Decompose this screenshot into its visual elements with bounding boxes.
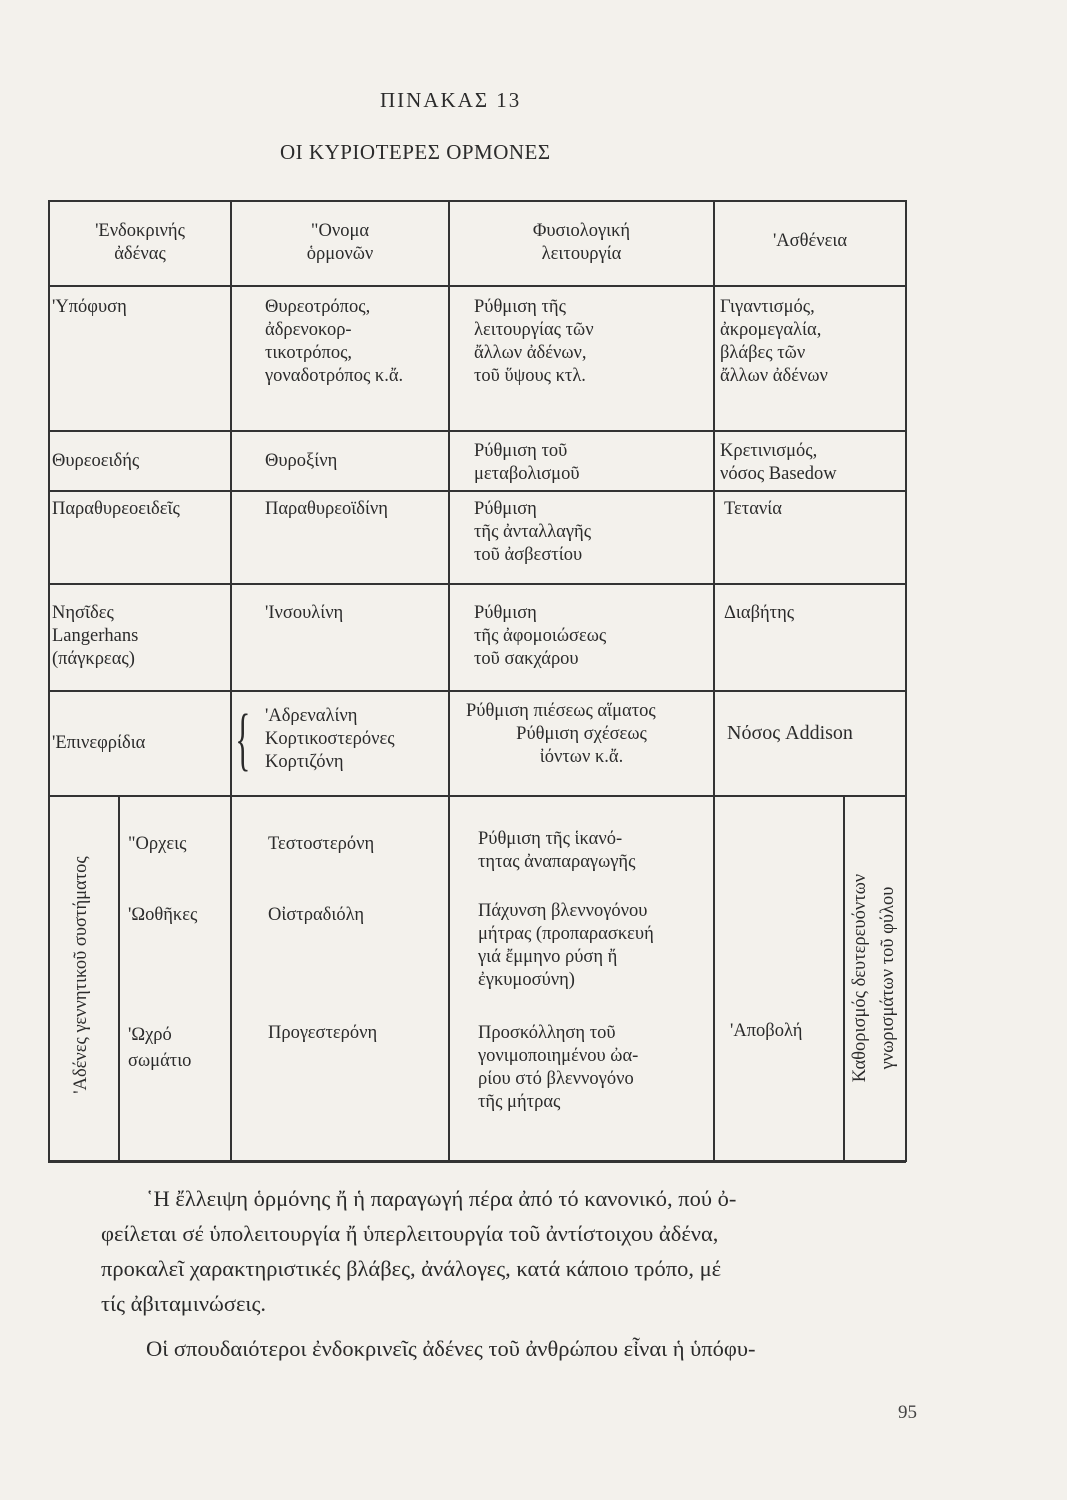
cell-gland: Παραθυρεοειδεῖς (52, 499, 180, 519)
cell-function: Ρύθμιση τῆς ἀφομοιώσεως τοῦ σακχάρου (474, 603, 607, 669)
paragraph-line: τίς ἀβιταμινώσεις. (101, 1291, 267, 1316)
cell-hormone: Παραθυρεοϊδίνη (265, 499, 388, 519)
cell-disease: 'Αποβολή (730, 1021, 803, 1041)
cell-function: Ρύθμιση τῆς ἱκανό- τητας ἀναπαραγωγῆς (478, 829, 636, 872)
cell-disease: Νόσος Addison (727, 722, 853, 744)
cell-gland: 'Υπόφυση (52, 297, 127, 317)
header-gland: 'Ενδοκρινής ἀδένας (95, 221, 185, 264)
cell-function: Ρύθμιση τοῦ μεταβολισμοῦ (474, 441, 580, 484)
paragraph-line: προκαλεῖ χαρακτηριστικές βλάβες, ἀνάλογε… (101, 1256, 722, 1281)
cell-function: Ρύθμιση τῆς λειτουργίας τῶν ἄλλων ἀδένων… (474, 297, 594, 386)
reproductive-group-label: 'Αδένες γεννητικοῦ συστήματος (71, 856, 91, 1094)
cell-hormone: 'Αδρεναλίνη Κορτικοστερόνες Κορτιζόνη (265, 706, 395, 772)
cell-hormone: Θυρεοτρόπος, ἀδρενοκορ- τικοτρόπος, γονα… (265, 297, 404, 386)
cell-disease: Διαβήτης (724, 603, 795, 623)
header-disease: 'Ασθένεια (772, 231, 848, 251)
cell-gland: 'Επινεφρίδια (52, 733, 146, 753)
paragraph-line: Οἱ σπουδαιότεροι ἐνδοκρινεῖς ἀδένες τοῦ … (146, 1336, 756, 1361)
cell-function: Ρύθμιση πιέσεως αἵματος (466, 701, 656, 721)
cell-gland: "Ορχεις (128, 834, 187, 854)
cell-gland: Θυρεοειδής (52, 451, 140, 471)
cell-disease: Γιγαντισμός, ἀκρομεγαλία, βλάβες τῶν ἄλλ… (720, 297, 828, 386)
cell-function: Ρύθμιση τῆς ἀνταλλαγῆς τοῦ ἀσβεστίου (474, 499, 592, 565)
page-number: 95 (898, 1402, 917, 1423)
paragraph-line: φείλεται σέ ὑπολειτουργία ἤ ὑπερλειτουργ… (101, 1221, 719, 1246)
cell-function: Πάχυνση βλεννογόνου μήτρας (προπαρασκευή… (478, 901, 654, 990)
cell-hormone: Θυροξίνη (265, 451, 338, 471)
brace: { (235, 701, 251, 778)
cell-hormone: Προγεστερόνη (268, 1023, 378, 1043)
cell-disease: Κρετινισμός, νόσος Basedow (720, 441, 837, 484)
cell-gland: 'Ωχρό σωμάτιο (128, 1025, 192, 1071)
cell-disease: Τετανία (724, 499, 782, 519)
cell-hormone: 'Ινσουλίνη (265, 603, 344, 623)
header-function: Φυσιολογική λειτουργία (532, 221, 631, 264)
cell-gland: Νησῖδες Langerhans (πάγκρεας) (52, 603, 139, 669)
cell-hormone: Τεστοστερόνη (268, 834, 375, 854)
cell-gland: 'Ωοθῆκες (128, 905, 198, 925)
table-title: ΟΙ ΚΥΡΙΟΤΕΡΕΣ ΟΡΜΟΝΕΣ (280, 140, 551, 164)
cell-function: Προσκόλληση τοῦ γονιμοποιημένου ὠα- ρίου… (478, 1023, 639, 1112)
header-hormone: "Ονομα ὁρμονῶν (306, 221, 374, 264)
paragraph-line: ῾Η ἔλλειψη ὁρμόνης ἤ ἡ παραγωγή πέρα ἀπό… (146, 1186, 737, 1211)
cell-function: Ρύθμιση σχέσεως ἰόντων κ.ἄ. (516, 724, 647, 767)
cell-hormone: Οἰστραδιόλη (268, 905, 365, 925)
table-label: ΠΙΝΑΚΑΣ 13 (380, 88, 522, 112)
secondary-sex-characteristics-label: Καθορισμός δευτερευόντων γνωρισμάτων τοῦ… (850, 873, 898, 1083)
